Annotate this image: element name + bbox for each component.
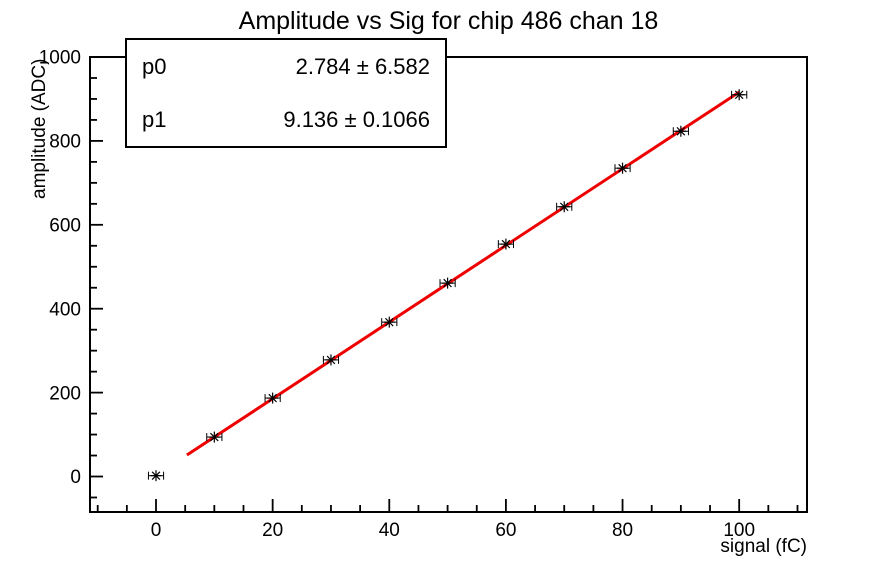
plot-frame <box>89 56 808 513</box>
x-tick-label: 20 <box>262 520 283 541</box>
x-axis-title: signal (fC) <box>720 536 807 557</box>
x-tick-label: 100 <box>723 520 755 541</box>
fit-line <box>186 90 741 457</box>
y-tick-label: 1000 <box>39 48 81 69</box>
x-tick-label: 60 <box>495 520 516 541</box>
data-point-marker <box>384 317 394 327</box>
data-point-marker <box>443 278 452 288</box>
plot-title: Amplitude vs Sig for chip 486 chan 18 <box>238 7 659 35</box>
fit-stats-box: p0 2.784 ± 6.582 p1 9.136 ± 0.1066 <box>125 38 447 148</box>
data-point-marker <box>210 432 219 442</box>
x-tick-label: 0 <box>151 520 162 541</box>
y-tick-label: 800 <box>49 132 81 153</box>
fit-param-name: p0 <box>142 53 167 79</box>
data-point-marker <box>618 163 627 173</box>
y-tick-label: 0 <box>70 467 81 488</box>
y-tick-label: 400 <box>49 299 81 320</box>
y-tick-label: 600 <box>49 215 81 236</box>
data-point-marker <box>559 202 569 212</box>
stat-row-p1: p1 9.136 ± 0.1066 <box>127 107 445 133</box>
data-point-marker <box>501 239 511 249</box>
stat-row-p0: p0 2.784 ± 6.582 <box>127 54 445 80</box>
x-tick-label: 80 <box>612 520 633 541</box>
x-tick-label: 40 <box>379 520 400 541</box>
data-point-marker <box>676 126 686 136</box>
fit-param-value: 2.784 ± 6.582 <box>295 53 430 79</box>
y-tick-label: 200 <box>49 383 81 404</box>
data-point-marker <box>326 355 336 365</box>
fit-param-value: 9.136 ± 0.1066 <box>283 106 430 132</box>
fit-param-name: p1 <box>142 106 167 132</box>
data-point-marker <box>151 471 161 480</box>
data-point-marker <box>734 90 744 100</box>
data-point-marker <box>268 393 277 403</box>
